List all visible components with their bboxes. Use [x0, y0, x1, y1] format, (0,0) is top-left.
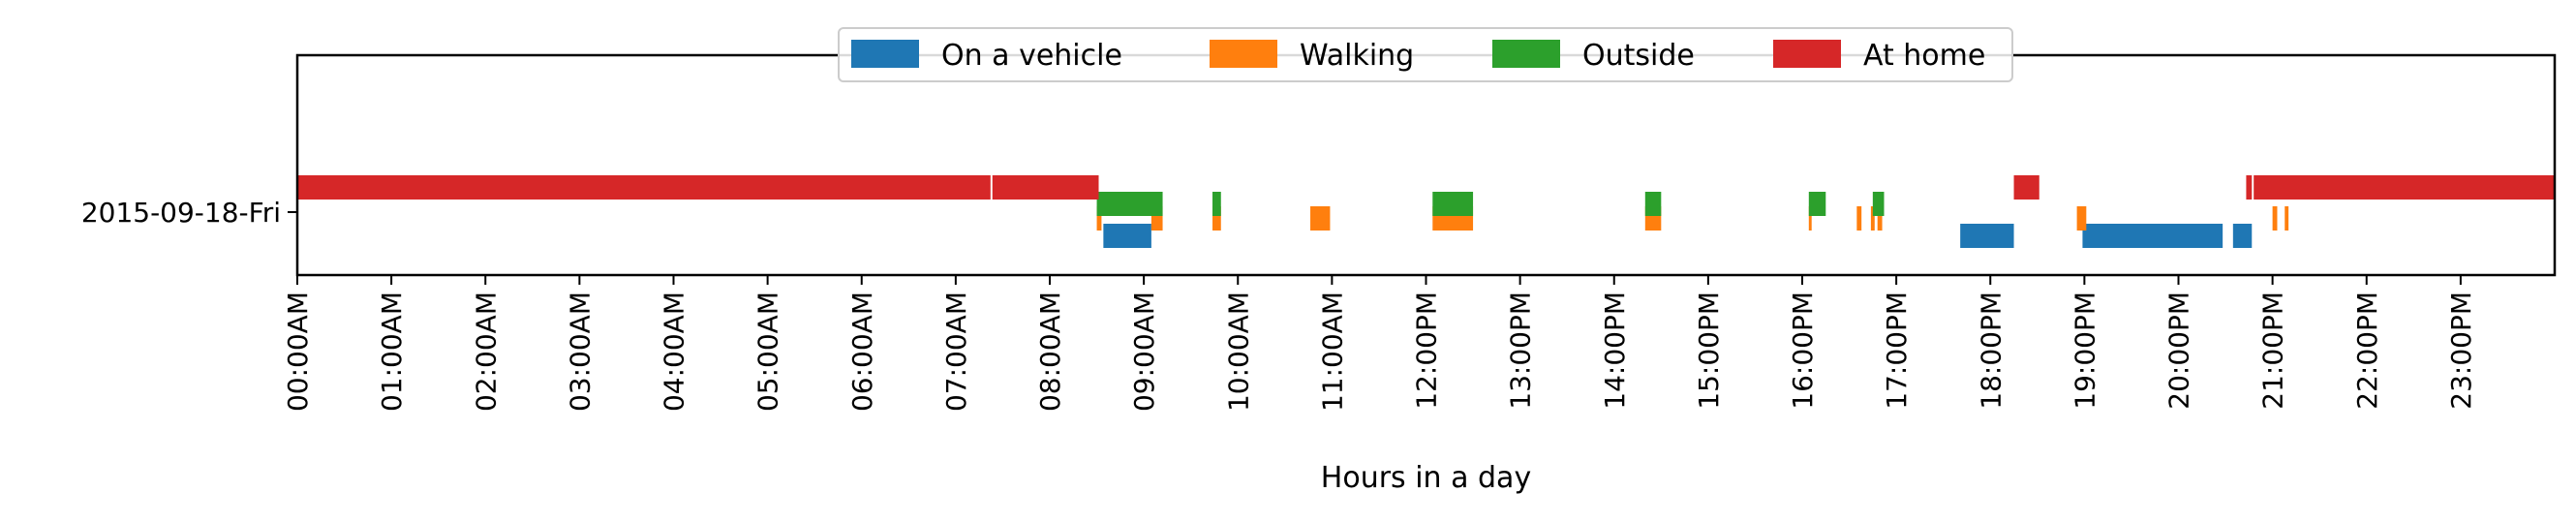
bar-at-home [2013, 175, 2039, 200]
bar-at-home [2254, 175, 2555, 200]
bar-walking [1808, 206, 1812, 231]
bar-walking [1870, 206, 1875, 231]
legend-swatch-walking [1210, 40, 1277, 68]
legend-label-on-a-vehicle: On a vehicle [941, 39, 1122, 73]
legend-label-walking: Walking [1300, 39, 1414, 73]
legend-box [838, 27, 2013, 82]
axes-layer: 2015-09-18-Fri 00:00AM 01:00AM 02:00AM 03:00… [81, 53, 2557, 495]
x-tick-label: 19:00PM [2069, 292, 2101, 410]
bar-on-a-vehicle [2232, 224, 2253, 248]
legend: On a vehicle Walking Outside At home [838, 27, 2013, 82]
x-tick-label: 14:00PM [1599, 292, 1631, 410]
bar-on-a-vehicle [2082, 224, 2223, 248]
bar-outside [1872, 192, 1885, 216]
bar-walking [1150, 206, 1163, 231]
bar-walking [2076, 206, 2087, 231]
x-axis-title: Hours in a day [1321, 461, 1531, 495]
x-tick-label: 22:00PM [2351, 292, 2383, 410]
x-tick-label: 05:00AM [752, 292, 784, 412]
x-tick-label: 03:00AM [564, 292, 596, 412]
x-tick-label: 23:00PM [2445, 292, 2477, 410]
bar-walking [2272, 206, 2278, 231]
x-tick-label: 02:00AM [470, 292, 502, 412]
legend-swatch-outside [1492, 40, 1560, 68]
x-tick-label: 00:00AM [282, 292, 314, 412]
bar-walking [1310, 206, 1331, 231]
bar-outside [1432, 192, 1474, 216]
x-tick-label: 06:00AM [846, 292, 878, 412]
x-tick-label: 01:00AM [376, 292, 408, 412]
bar-outside [1212, 192, 1221, 216]
x-tick-label: 13:00PM [1505, 292, 1537, 410]
x-tick-label: 09:00AM [1128, 292, 1160, 412]
bar-outside [1644, 192, 1662, 216]
x-tick-label: 17:00PM [1881, 292, 1913, 410]
bar-on-a-vehicle [1103, 224, 1151, 248]
x-tick-label: 08:00AM [1034, 292, 1066, 412]
x-tick-label: 07:00AM [940, 292, 972, 412]
bar-at-home [297, 175, 991, 200]
x-tick-label: 04:00AM [659, 292, 690, 412]
bar-walking [1856, 206, 1862, 231]
x-tick-label: 12:00PM [1411, 292, 1443, 410]
x-tick-label: 18:00PM [1975, 292, 2007, 410]
bar-on-a-vehicle [1960, 224, 2014, 248]
legend-label-at-home: At home [1863, 39, 1985, 73]
bar-walking [1212, 206, 1221, 231]
x-tick-label: 11:00AM [1316, 292, 1348, 412]
x-tick-label: 10:00AM [1222, 292, 1254, 412]
y-tick-label: 2015-09-18-Fri [81, 197, 281, 229]
legend-swatch-on-a-vehicle [851, 40, 919, 68]
legend-swatch-at-home [1773, 40, 1841, 68]
x-tick-label: 15:00PM [1693, 292, 1725, 410]
bar-walking [1877, 206, 1883, 231]
x-tick-label: 16:00PM [1787, 292, 1819, 410]
bar-outside [1808, 192, 1826, 216]
bar-walking [2285, 206, 2289, 231]
x-tick-label: 21:00PM [2257, 292, 2289, 410]
x-tick-label: 20:00PM [2163, 292, 2195, 410]
bar-walking [1096, 206, 1102, 231]
bar-at-home [992, 175, 1099, 200]
legend-label-outside: Outside [1582, 39, 1695, 73]
bar-at-home [2246, 175, 2253, 200]
bar-outside [1096, 192, 1163, 216]
bars-layer [297, 175, 2555, 248]
